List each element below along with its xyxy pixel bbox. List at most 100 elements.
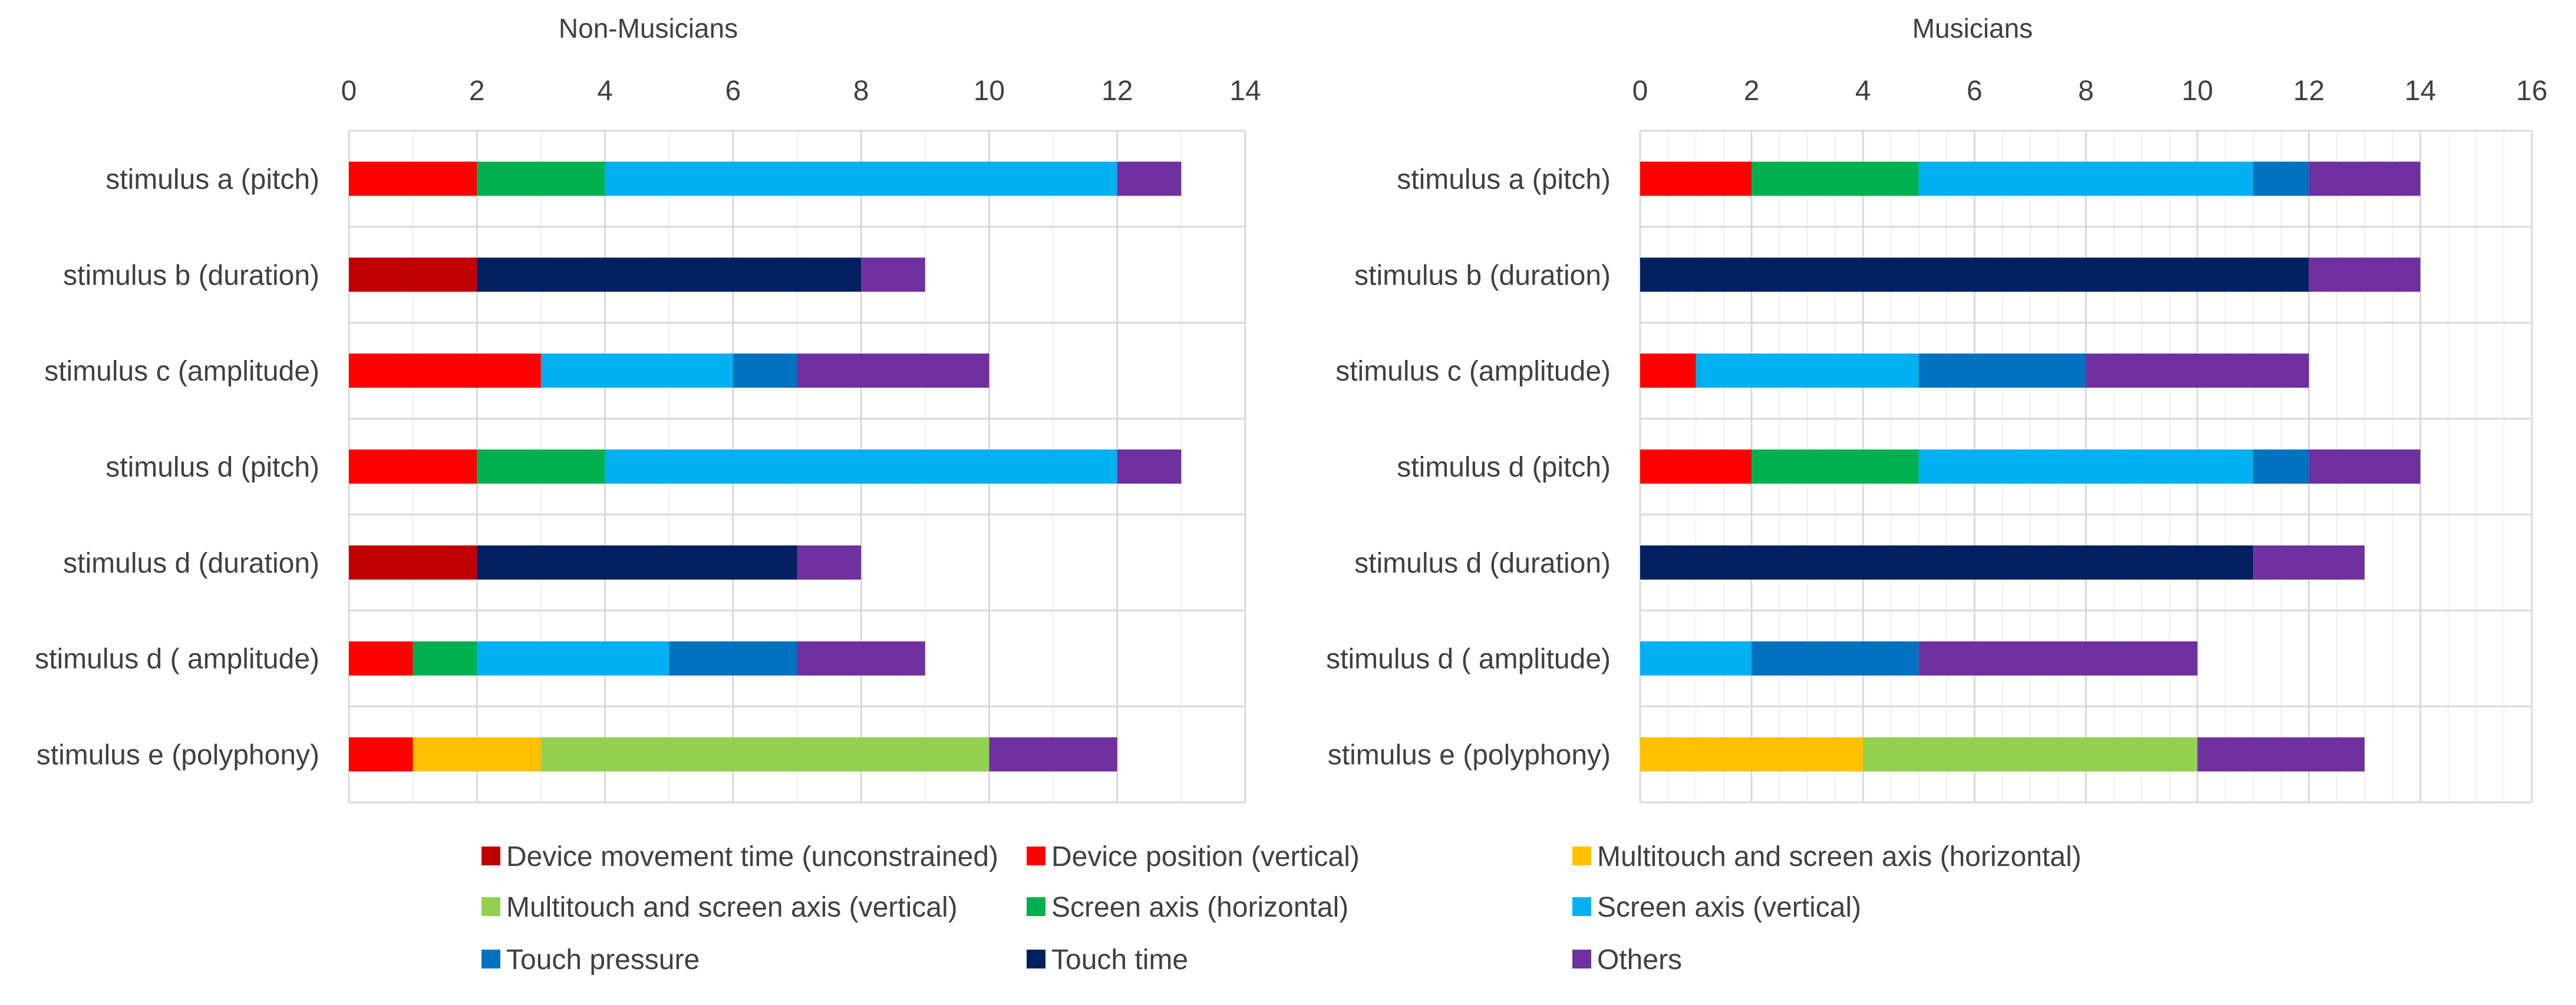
x-tick-label: 10 bbox=[2182, 75, 2213, 107]
chart-panel-musicians: Musicians 0 2 4 6 8 10 12 14 16 stimulus a (pitch)… bbox=[1326, 13, 2548, 804]
bar-segment-multitouch-and-screen-axis-vertical bbox=[1863, 737, 2198, 772]
bar-segment-device-position-vertical bbox=[349, 737, 413, 772]
bar-segment-touch-pressure bbox=[1752, 641, 1919, 676]
legend-swatch-multitouch-and-screen-axis-horizontal bbox=[1572, 847, 1591, 865]
bar-segment-others bbox=[2253, 545, 2365, 580]
category-label: stimulus d (duration) bbox=[63, 548, 319, 579]
legend-swatch-screen-axis-vertical bbox=[1572, 897, 1591, 916]
x-tick-label: 0 bbox=[341, 75, 357, 107]
bar-segment-screen-axis-vertical bbox=[1918, 449, 2254, 484]
category-label: stimulus b (duration) bbox=[1354, 260, 1611, 291]
legend-swatch-device-position-vertical bbox=[1027, 847, 1045, 865]
bar-segment-touch-pressure bbox=[1918, 353, 2086, 388]
bar-segment-screen-axis-vertical bbox=[1696, 353, 1919, 388]
bar-segment-touch-time bbox=[477, 545, 797, 580]
chart-panel-non-musicians: Non-Musicians 0 2 4 6 8 10 12 14 stimulus a (pitc… bbox=[35, 13, 1261, 804]
bar-segment-device-movement-time-unconstrained bbox=[349, 257, 477, 292]
bar-segment-multitouch-and-screen-axis-horizontal bbox=[1640, 737, 1863, 772]
bar-segment-screen-axis-vertical bbox=[477, 641, 669, 676]
bar-segment-others bbox=[861, 257, 925, 292]
bar-segment-touch-pressure bbox=[2253, 161, 2309, 196]
x-tick-label: 0 bbox=[1632, 75, 1648, 107]
x-tick-label: 10 bbox=[974, 75, 1005, 107]
x-tick-label: 14 bbox=[2405, 75, 2436, 107]
bar-segment-others bbox=[1918, 641, 2198, 676]
x-tick-label: 8 bbox=[853, 75, 869, 107]
bar-segment-others bbox=[2308, 257, 2420, 292]
chart-title: Musicians bbox=[1912, 13, 2033, 44]
x-tick-label: 4 bbox=[597, 75, 613, 107]
legend-label: Others bbox=[1597, 944, 1682, 976]
bar-segment-screen-axis-vertical bbox=[605, 161, 1117, 196]
legend-swatch-device-movement-time-unconstrained bbox=[481, 847, 500, 865]
bar-segment-screen-axis-vertical bbox=[1918, 161, 2254, 196]
bar-segment-device-movement-time-unconstrained bbox=[349, 545, 477, 580]
category-label: stimulus b (duration) bbox=[63, 260, 319, 291]
bar-segment-others bbox=[2308, 449, 2420, 484]
bar-segment-others bbox=[2197, 737, 2365, 772]
category-label: stimulus d (pitch) bbox=[1397, 452, 1611, 483]
category-label: stimulus c (amplitude) bbox=[44, 356, 319, 387]
legend-label: Screen axis (vertical) bbox=[1597, 892, 1861, 923]
x-tick-label: 4 bbox=[1855, 75, 1871, 107]
bar-segment-screen-axis-vertical bbox=[605, 449, 1117, 484]
category-label: stimulus c (amplitude) bbox=[1335, 356, 1611, 387]
bar-segment-screen-axis-horizontal bbox=[413, 641, 477, 676]
chart-legend: Device movement time (unconstrained) Devi… bbox=[481, 841, 2082, 976]
bar-segment-device-position-vertical bbox=[349, 353, 541, 388]
bar-segment-multitouch-and-screen-axis-vertical bbox=[540, 737, 989, 772]
bar-segment-others bbox=[797, 353, 989, 388]
bar-segment-touch-time bbox=[1640, 257, 2309, 292]
bar-segment-touch-pressure bbox=[733, 353, 797, 388]
x-tick-label: 16 bbox=[2516, 75, 2547, 107]
x-tick-label: 6 bbox=[1967, 75, 1983, 107]
legend-label: Touch pressure bbox=[506, 944, 700, 976]
bar-segment-others bbox=[1117, 449, 1182, 484]
legend-swatch-screen-axis-horizontal bbox=[1027, 897, 1045, 916]
x-tick-label: 12 bbox=[2293, 75, 2324, 107]
bar-segment-others bbox=[797, 641, 925, 676]
bar-segment-touch-time bbox=[477, 257, 862, 292]
category-label: stimulus d (pitch) bbox=[105, 452, 319, 483]
legend-swatch-touch-pressure bbox=[481, 950, 500, 968]
x-tick-label: 8 bbox=[2078, 75, 2094, 107]
bar-segment-touch-time bbox=[1640, 545, 2254, 580]
legend-swatch-touch-time bbox=[1027, 950, 1045, 968]
bar-segment-multitouch-and-screen-axis-horizontal bbox=[413, 737, 541, 772]
category-label: stimulus e (polyphony) bbox=[1328, 740, 1611, 771]
bar-segment-touch-pressure bbox=[669, 641, 797, 676]
category-label: stimulus d (duration) bbox=[1354, 548, 1611, 579]
bar-segment-screen-axis-vertical bbox=[1640, 641, 1752, 676]
legend-label: Touch time bbox=[1051, 944, 1188, 976]
bar-segment-screen-axis-horizontal bbox=[1752, 449, 1919, 484]
bar-segment-others bbox=[989, 737, 1117, 772]
bar-segment-screen-axis-horizontal bbox=[477, 449, 605, 484]
bar-segment-device-position-vertical bbox=[1640, 161, 1752, 196]
legend-label: Multitouch and screen axis (vertical) bbox=[506, 892, 958, 923]
bar-segment-device-position-vertical bbox=[349, 641, 413, 676]
bar-segment-device-position-vertical bbox=[349, 449, 477, 484]
bar-segment-screen-axis-horizontal bbox=[1752, 161, 1919, 196]
category-label: stimulus a (pitch) bbox=[1397, 164, 1611, 195]
bar-segment-others bbox=[1117, 161, 1182, 196]
chart-title: Non-Musicians bbox=[559, 13, 738, 44]
bar-segment-device-position-vertical bbox=[349, 161, 477, 196]
x-tick-label: 2 bbox=[469, 75, 485, 107]
category-label: stimulus d ( amplitude) bbox=[35, 644, 319, 675]
category-label: stimulus d ( amplitude) bbox=[1326, 644, 1611, 675]
category-label: stimulus e (polyphony) bbox=[37, 740, 319, 771]
x-tick-label: 12 bbox=[1101, 75, 1133, 107]
legend-swatch-others bbox=[1572, 950, 1591, 968]
bar-segment-device-position-vertical bbox=[1640, 353, 1696, 388]
legend-label: Screen axis (horizontal) bbox=[1051, 892, 1348, 923]
legend-swatch-multitouch-and-screen-axis-vertical bbox=[481, 897, 500, 916]
bar-segment-others bbox=[797, 545, 862, 580]
legend-label: Multitouch and screen axis (horizontal) bbox=[1597, 841, 2082, 872]
legend-label: Device position (vertical) bbox=[1051, 841, 1360, 872]
bar-segment-others bbox=[2086, 353, 2309, 388]
x-tick-label: 14 bbox=[1229, 75, 1261, 107]
x-tick-label: 6 bbox=[725, 75, 741, 107]
bar-segment-screen-axis-vertical bbox=[540, 353, 733, 388]
category-label: stimulus a (pitch) bbox=[105, 164, 319, 195]
